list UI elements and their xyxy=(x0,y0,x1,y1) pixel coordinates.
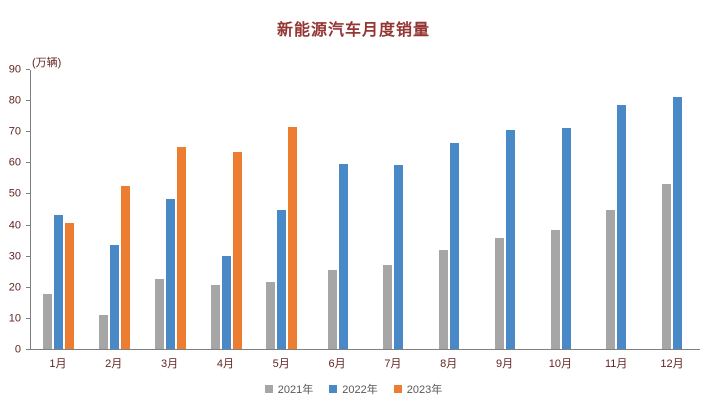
chart-title: 新能源汽车月度销量 xyxy=(276,22,430,39)
bar-group xyxy=(143,70,199,349)
legend-swatch xyxy=(393,385,402,393)
bar-group xyxy=(589,70,645,349)
bar-2021年-7月 xyxy=(383,265,393,349)
y-tick-mark xyxy=(26,224,30,226)
legend-item: 2023年 xyxy=(393,381,443,397)
bar-group xyxy=(366,70,422,349)
x-tick-label: 8月 xyxy=(440,358,458,370)
bar-2021年-8月 xyxy=(439,249,449,349)
y-tick-label: 0 xyxy=(14,343,21,356)
bar-2022年-10月 xyxy=(561,127,571,349)
bar-group xyxy=(31,70,87,349)
y-tick-mark xyxy=(26,69,30,70)
y-tick-mark xyxy=(26,193,30,195)
legend-item: 2022年 xyxy=(329,381,378,397)
x-tick-label: 5月 xyxy=(272,358,290,370)
x-tick-label: 11月 xyxy=(604,358,628,370)
x-tick-label: 4月 xyxy=(216,358,234,370)
y-tick-label: 20 xyxy=(8,281,21,294)
bar-group xyxy=(310,70,366,349)
y-tick-label: 60 xyxy=(8,156,21,169)
y-tick-label: 80 xyxy=(8,94,21,107)
y-tick-label: 90 xyxy=(8,63,21,76)
y-tick-mark xyxy=(26,100,30,102)
bar-2021年-12月 xyxy=(662,184,672,349)
y-tick-label: 10 xyxy=(8,312,21,325)
bar-group xyxy=(421,70,477,349)
legend-swatch xyxy=(329,385,338,393)
bar-2022年-3月 xyxy=(165,198,175,349)
bar-2022年-7月 xyxy=(394,165,404,349)
y-tick-label: 50 xyxy=(8,187,21,200)
bar-2023年-3月 xyxy=(176,146,186,349)
x-tick-label: 10月 xyxy=(548,358,572,370)
bar-2021年-11月 xyxy=(606,209,616,349)
bar-2022年-12月 xyxy=(673,96,683,349)
bar-2022年-6月 xyxy=(338,164,348,349)
bar-2022年-8月 xyxy=(450,142,460,349)
bar-group xyxy=(254,70,310,349)
y-axis-unit-label: (万辆) xyxy=(32,57,62,69)
bar-group xyxy=(644,70,700,349)
bar-2021年-4月 xyxy=(210,285,220,349)
y-tick-labels: 0 10 20 30 40 50 60 70 80 90 xyxy=(0,64,30,355)
legend-swatch xyxy=(264,385,273,393)
y-tick-mark xyxy=(26,162,30,164)
y-tick-label: 40 xyxy=(8,219,21,232)
bar-2022年-2月 xyxy=(110,245,120,349)
bar-2022年-5月 xyxy=(277,210,287,349)
bar-group xyxy=(533,70,589,349)
bar-group xyxy=(477,70,533,349)
legend-item: 2021年 xyxy=(264,381,314,397)
x-tick-label: 1月 xyxy=(49,358,67,370)
bar-2022年-9月 xyxy=(505,129,515,349)
bar-2021年-2月 xyxy=(99,314,109,349)
x-tick-labels: 1月 2月 3月 4月 5月 6月 7月 8月 9月 10月 11月 12月 xyxy=(30,355,700,371)
bar-2021年-3月 xyxy=(154,278,164,349)
x-tick-label: 7月 xyxy=(384,358,402,370)
bar-2023年-5月 xyxy=(288,126,298,349)
bar-2022年-1月 xyxy=(54,215,64,349)
bar-groups xyxy=(31,70,700,349)
bar-2021年-6月 xyxy=(327,269,337,349)
bar-group xyxy=(87,70,143,349)
bar-2023年-1月 xyxy=(65,222,75,349)
bar-2021年-9月 xyxy=(494,238,504,349)
y-tick-mark xyxy=(26,317,30,319)
y-tick-mark xyxy=(26,349,30,350)
y-tick-label: 70 xyxy=(8,125,21,138)
x-tick-label: 9月 xyxy=(495,358,514,370)
bar-group xyxy=(198,70,254,349)
plot-area xyxy=(30,70,700,350)
bar-2023年-2月 xyxy=(121,186,131,349)
bar-2023年-4月 xyxy=(232,151,242,349)
y-tick-mark xyxy=(26,131,30,133)
legend: 2021年 2022年 2023年 xyxy=(0,381,707,397)
bar-2022年-11月 xyxy=(617,105,627,349)
bar-2021年-5月 xyxy=(266,281,276,349)
y-tick-mark xyxy=(26,255,30,257)
x-tick-label: 2月 xyxy=(105,358,123,370)
x-tick-label: 6月 xyxy=(328,358,346,370)
x-tick-label: 12月 xyxy=(660,358,684,370)
legend-label: 2023年 xyxy=(406,384,443,396)
legend-label: 2021年 xyxy=(277,384,314,396)
legend-label: 2022年 xyxy=(342,384,378,396)
bar-2021年-1月 xyxy=(43,293,53,349)
y-tick-label: 30 xyxy=(8,250,21,263)
bar-2021年-10月 xyxy=(550,230,560,349)
y-tick-mark xyxy=(26,286,30,288)
x-tick-label: 3月 xyxy=(161,358,179,370)
bar-2022年-4月 xyxy=(221,256,231,349)
